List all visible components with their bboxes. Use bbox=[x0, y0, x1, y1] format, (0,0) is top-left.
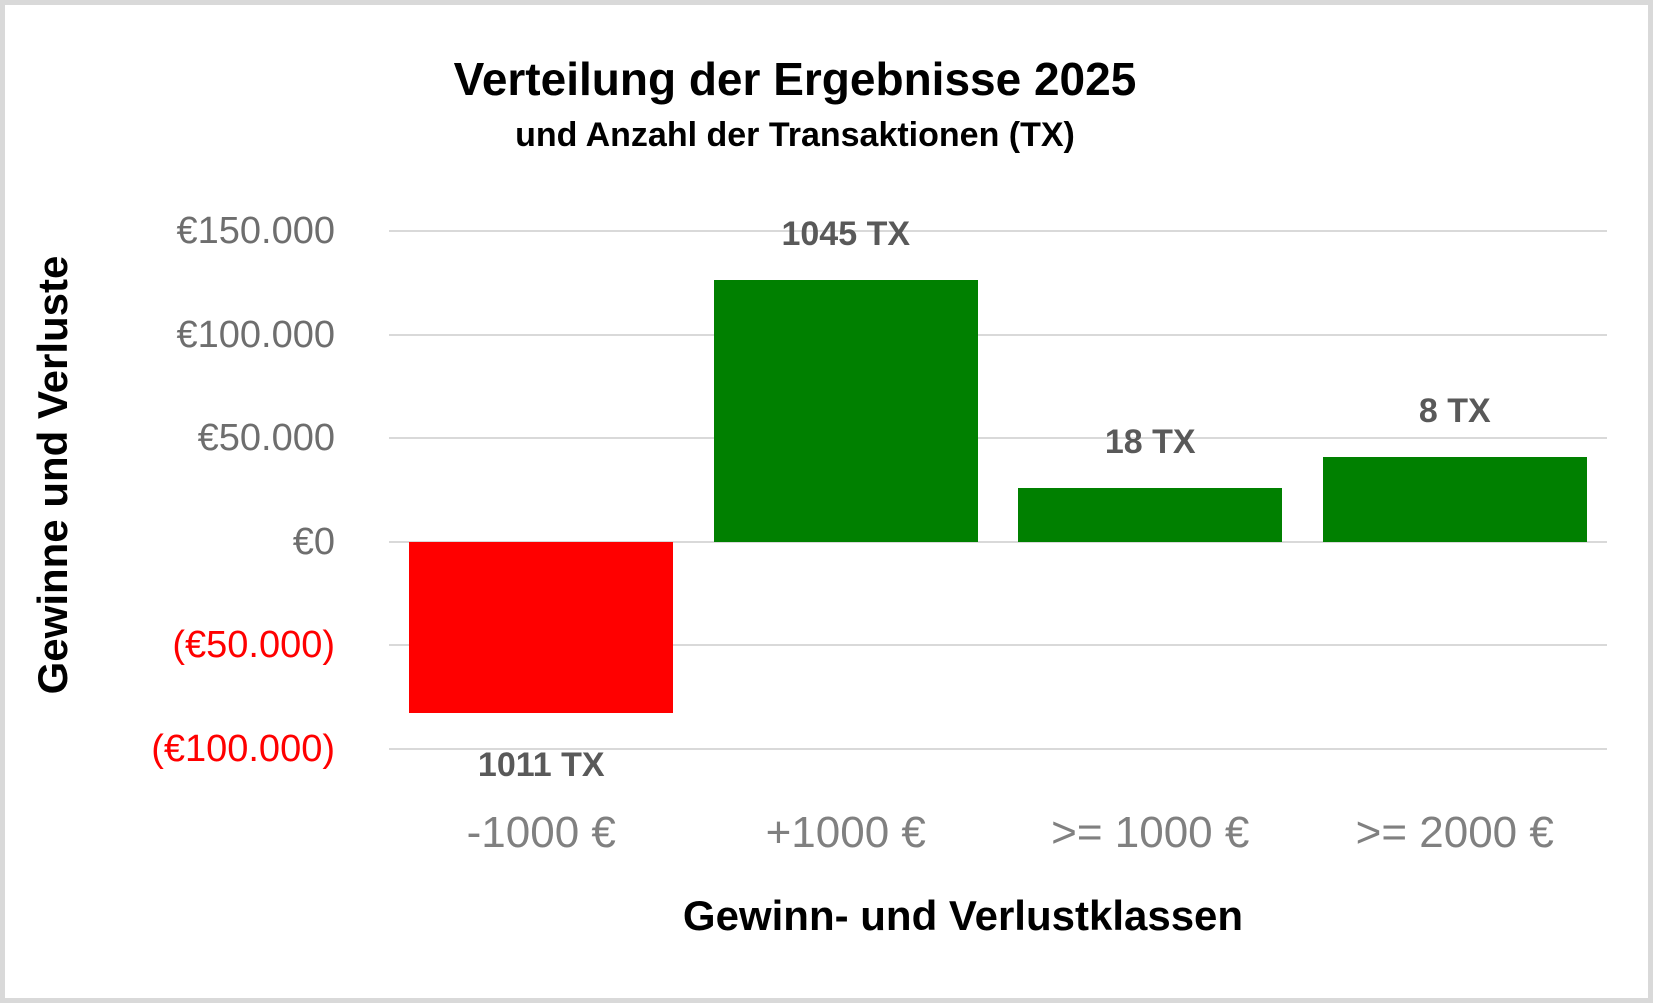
bar-value-label: 8 TX bbox=[1418, 391, 1491, 430]
y-tick-label: €150.000 bbox=[176, 210, 336, 252]
x-tick-label: >= 1000 € bbox=[1051, 808, 1250, 857]
bar bbox=[713, 279, 978, 542]
y-tick-label: €50.000 bbox=[197, 417, 335, 460]
gridline bbox=[389, 333, 1607, 336]
y-tick-label: (€50.000) bbox=[172, 624, 335, 667]
gridline bbox=[389, 540, 1607, 543]
gridline bbox=[389, 230, 1607, 232]
gridline bbox=[389, 748, 1607, 750]
gridline bbox=[389, 437, 1607, 440]
y-tick-label: €100.000 bbox=[176, 313, 336, 356]
y-tick-label: (€100.000) bbox=[151, 728, 335, 770]
x-tick-label: -1000 € bbox=[466, 808, 616, 857]
plot-area bbox=[389, 230, 1607, 750]
y-axis-title: Gewinne und Verluste bbox=[29, 255, 76, 695]
bar-value-label: 1011 TX bbox=[477, 745, 605, 784]
bar-value-label: 18 TX bbox=[1104, 422, 1196, 461]
chart-title: Verteilung der Ergebnisse 2025 bbox=[453, 53, 1137, 105]
x-tick-label: +1000 € bbox=[765, 808, 926, 857]
gridline bbox=[389, 644, 1607, 647]
chart-subtitle: und Anzahl der Transaktionen (TX) bbox=[515, 116, 1075, 154]
bar bbox=[1018, 487, 1283, 542]
x-tick-label: >= 2000 € bbox=[1355, 808, 1554, 857]
bar bbox=[1322, 456, 1587, 542]
bar bbox=[409, 541, 674, 713]
y-tick-label: €0 bbox=[292, 520, 335, 563]
x-axis-title: Gewinn- und Verlustklassen bbox=[682, 892, 1244, 939]
bar-value-label: 1045 TX bbox=[781, 214, 911, 253]
